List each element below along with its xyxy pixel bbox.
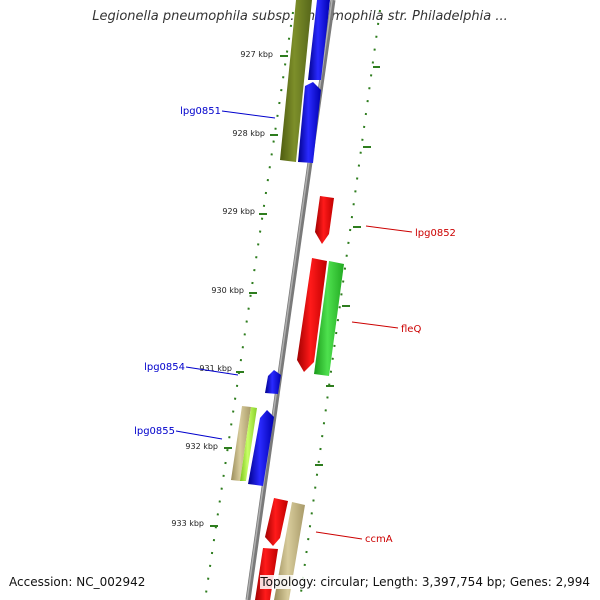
gene-feature-olive-1[interactable] (280, 0, 312, 162)
leader-lpg0852 (365, 225, 413, 233)
gene-label-lpg0854[interactable]: lpg0854 (144, 362, 185, 373)
gene-lpg0855[interactable] (248, 410, 274, 486)
tick-label-933: 933 kbp (171, 519, 204, 528)
gene-lpg0854[interactable] (265, 370, 281, 394)
tick-label-929: 929 kbp (222, 207, 255, 216)
gene-fleQ[interactable] (297, 258, 327, 372)
gene-feature-red-2[interactable] (255, 548, 278, 600)
tick-label-931: 931 kbp (199, 364, 232, 373)
gene-feature-green-1[interactable] (314, 261, 344, 376)
accession-label: Accession: NC_002942 (9, 575, 146, 589)
gene-lpg0852[interactable] (315, 196, 334, 244)
inner-ruler (204, 11, 294, 600)
tick-label-927: 927 kbp (240, 50, 273, 59)
topology-label: Topology: circular; Length: 3,397,754 bp… (260, 575, 590, 589)
leader-ccmA (315, 531, 363, 540)
gene-label-ccmA[interactable]: ccmA (365, 534, 393, 545)
leader-lpg0851 (221, 110, 276, 119)
gene-label-lpg0852[interactable]: lpg0852 (415, 228, 456, 239)
leader-fleQ (351, 321, 399, 329)
tick-label-932: 932 kbp (185, 442, 218, 451)
gene-label-fleQ[interactable]: fleQ (401, 324, 421, 335)
leader-lpg0855 (175, 430, 223, 440)
gene-label-lpg0855[interactable]: lpg0855 (134, 426, 175, 437)
gene-feature-blue-1[interactable] (308, 0, 330, 80)
gene-feature-lime-1[interactable] (240, 407, 257, 481)
leader-lpg0854 (185, 366, 239, 376)
gene-feature-tan-1[interactable] (231, 406, 251, 481)
gene-label-lpg0851[interactable]: lpg0851 (180, 106, 221, 117)
tick-label-928: 928 kbp (232, 129, 265, 138)
gene-ccmA[interactable] (265, 498, 288, 546)
gene-lpg0851[interactable] (298, 82, 321, 163)
outer-ruler (299, 9, 381, 600)
tick-label-930: 930 kbp (211, 286, 244, 295)
